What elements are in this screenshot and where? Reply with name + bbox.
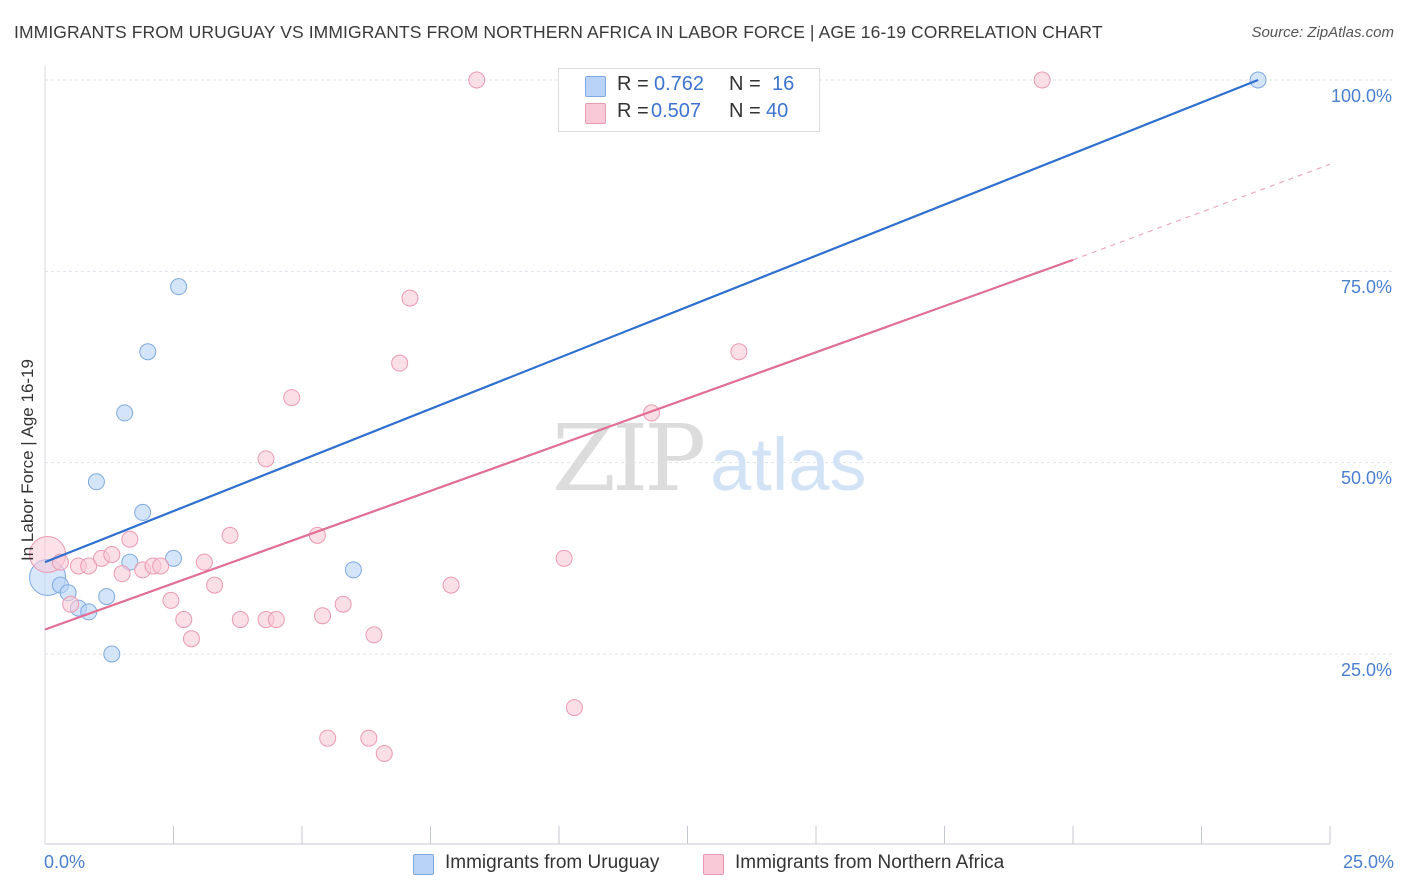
uruguay-point — [165, 549, 182, 567]
nafrica-point — [113, 565, 131, 583]
nafrica-point — [206, 576, 224, 594]
nafrica-point — [1033, 71, 1051, 89]
r-label: R = — [617, 73, 649, 95]
n-label: N = — [729, 73, 761, 95]
axis-layer — [44, 66, 1331, 845]
nafrica-trend-line — [44, 258, 1074, 631]
nafrica-point — [468, 71, 486, 89]
nafrica-point — [267, 611, 285, 629]
r-label: R = — [617, 100, 649, 122]
grid-layer — [45, 79, 1392, 655]
uruguay-point — [134, 503, 152, 521]
uruguay-point — [98, 588, 116, 606]
x-tick-label-0: 0.0% — [44, 852, 86, 872]
nafrica-point — [442, 576, 460, 594]
stats-row-uruguay: R = 0.762 N = 16 — [559, 73, 819, 99]
nafrica-point — [80, 557, 98, 575]
n-label: N = — [729, 100, 761, 122]
uruguay-trend-line — [44, 78, 1259, 564]
uruguay-point — [116, 404, 134, 422]
nafrica-point — [555, 549, 573, 567]
nafrica-point — [182, 630, 200, 648]
nafrica-point — [391, 354, 409, 372]
nafrica-point — [375, 744, 393, 762]
uruguay-point — [139, 343, 157, 361]
trend-layer — [44, 78, 1331, 631]
nafrica-point — [175, 611, 193, 629]
points-layer — [29, 71, 1267, 762]
source-credit: Source: ZipAtlas.com — [1251, 24, 1394, 41]
nafrica-point — [334, 595, 352, 613]
nafrica-point — [103, 546, 121, 564]
nafrica-point — [62, 595, 80, 613]
y-tick-label-50: 50.0% — [1340, 468, 1392, 488]
nafrica-point — [283, 389, 301, 407]
uruguay-swatch — [585, 76, 606, 97]
uruguay-n-value: 16 — [772, 73, 795, 95]
uruguay-point — [87, 473, 105, 491]
nafrica-point — [231, 611, 249, 629]
nafrica-point — [319, 729, 337, 747]
nafrica-trend-extension — [1072, 163, 1331, 261]
nafrica-n-value: 40 — [766, 100, 789, 122]
nafrica-point — [365, 626, 383, 644]
legend-swatch-uruguay — [413, 854, 434, 875]
nafrica-point — [565, 699, 583, 717]
nafrica-swatch — [585, 103, 606, 124]
nafrica-point — [401, 289, 419, 307]
legend-swatch-nafrica — [703, 854, 724, 875]
y-tick-label-75: 75.0% — [1340, 277, 1392, 297]
nafrica-r-value: 0.507 — [651, 100, 702, 122]
x-tick-label-25: 25.0% — [1342, 852, 1394, 872]
y-axis-label: In Labor Force | Age 16-19 — [18, 359, 37, 561]
chart-title: IMMIGRANTS FROM URUGUAY VS IMMIGRANTS FR… — [14, 22, 1103, 42]
nafrica-point — [195, 553, 213, 571]
uruguay-point — [170, 278, 188, 296]
nafrica-point — [152, 557, 170, 575]
nafrica-point — [314, 607, 332, 625]
stats-box: R = 0.762 N = 16 R = 0.507 N = 40 — [558, 68, 820, 132]
nafrica-point — [360, 729, 378, 747]
y-tick-label-100: 100.0% — [1330, 86, 1392, 106]
nafrica-point — [257, 450, 275, 468]
y-tick-label-25: 25.0% — [1340, 660, 1392, 680]
nafrica-point — [162, 591, 180, 609]
legend-label-nafrica: Immigrants from Northern Africa — [735, 852, 1005, 873]
nafrica-point — [121, 530, 139, 548]
uruguay-r-value: 0.762 — [654, 73, 705, 95]
uruguay-point — [103, 645, 121, 663]
uruguay-point — [344, 561, 362, 579]
nafrica-point — [730, 343, 748, 361]
stats-row-nafrica: R = 0.507 N = 40 — [559, 100, 819, 126]
nafrica-point — [221, 526, 239, 544]
legend-label-uruguay: Immigrants from Uruguay — [445, 852, 660, 873]
